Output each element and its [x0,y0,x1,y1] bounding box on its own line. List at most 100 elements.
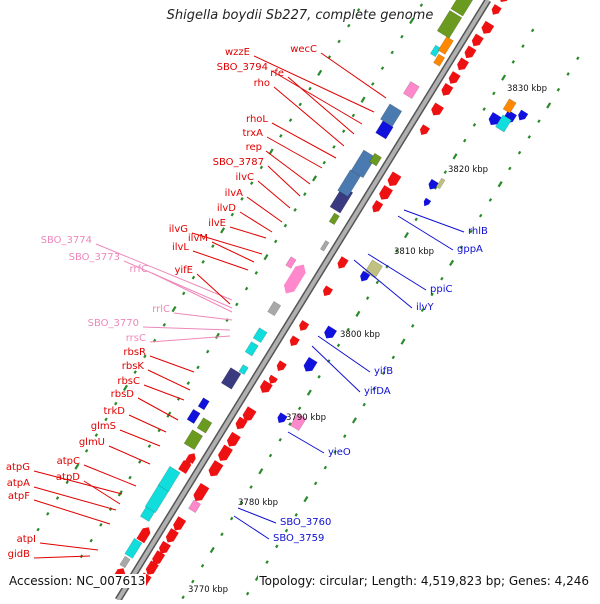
gene-label-left[interactable]: SBO_3774 [41,235,92,246]
gene-label-left[interactable]: yifE [174,265,193,276]
gene-feature[interactable] [178,457,193,474]
gene-arrow-reverse[interactable] [455,57,469,73]
gene-box[interactable] [502,98,517,114]
gene-box[interactable] [197,397,210,411]
gene-feature[interactable] [119,555,131,569]
gene-feature[interactable] [479,20,495,36]
gene-feature[interactable] [297,320,310,333]
gene-label-left[interactable]: ilvD [217,203,236,214]
gene-feature[interactable] [328,212,340,225]
gene-arrow-reverse[interactable] [157,540,171,556]
gene-feature[interactable] [426,178,439,192]
gene-box[interactable] [433,53,446,67]
gene-label-left[interactable]: atpC [57,456,80,467]
gene-box[interactable] [375,120,394,140]
gene-label-left[interactable]: rbsD [111,389,135,400]
gene-feature[interactable] [275,360,287,373]
gene-arrow-reverse[interactable] [370,200,384,214]
gene-feature[interactable] [238,364,249,375]
gene-arrow-forward[interactable] [178,457,193,474]
gene-box[interactable] [437,36,454,55]
gene-arrow-reverse[interactable] [275,360,287,373]
gene-arrow-reverse[interactable] [358,270,371,284]
gene-label-left[interactable]: glmS [91,421,116,432]
gene-feature[interactable] [447,71,461,86]
gene-feature[interactable] [124,538,143,559]
gene-box[interactable] [380,103,403,127]
gene-feature[interactable] [502,98,517,114]
gene-label-left[interactable]: rbsK [122,361,145,372]
gene-box[interactable] [364,259,383,279]
gene-label-right[interactable]: rhlB [468,226,488,237]
gene-feature[interactable] [380,103,403,127]
gene-feature[interactable] [418,124,430,137]
gene-feature[interactable] [191,483,210,504]
gene-feature[interactable] [436,10,463,39]
gene-feature[interactable] [450,0,476,17]
gene-feature[interactable] [455,57,469,73]
gene-feature[interactable] [436,177,446,190]
gene-arrow-reverse[interactable] [490,4,502,17]
gene-feature[interactable] [196,417,213,434]
gene-box[interactable] [320,240,330,252]
gene-feature[interactable] [497,0,511,4]
gene-label-left[interactable]: ilvM [188,233,208,244]
gene-feature[interactable] [320,240,330,252]
gene-feature[interactable] [252,327,268,344]
gene-feature[interactable] [157,540,171,556]
gene-feature[interactable] [216,444,233,464]
gene-feature[interactable] [462,45,477,61]
gene-arrow-reverse[interactable] [487,112,502,127]
gene-feature[interactable] [322,325,337,341]
gene-box[interactable] [183,429,204,451]
gene-label-left[interactable]: glmU [79,437,105,448]
gene-label-left[interactable]: SBO_3787 [213,157,264,168]
gene-label-left[interactable]: SBO_3794 [217,62,268,73]
gene-feature[interactable] [302,357,318,374]
gene-arrow-reverse[interactable] [422,197,432,208]
gene-feature[interactable] [369,152,382,167]
gene-label-right[interactable]: yifDA [364,386,391,397]
gene-feature[interactable] [377,185,393,202]
gene-feature[interactable] [439,83,454,98]
gene-box[interactable] [267,301,282,317]
gene-box[interactable] [124,538,143,559]
gene-label-left[interactable]: ilvL [172,242,189,253]
gene-label-right[interactable]: yifB [374,366,393,377]
gene-feature[interactable] [281,261,309,296]
gene-arrow-reverse[interactable] [164,528,179,545]
gene-feature[interactable] [171,516,187,533]
gene-box[interactable] [403,81,420,100]
gene-label-left[interactable]: ilvA [225,188,243,199]
gene-feature[interactable] [185,451,198,464]
gene-label-right[interactable]: ilvY [416,302,434,313]
gene-feature[interactable] [490,4,502,17]
gene-box[interactable] [369,152,382,167]
gene-label-left[interactable]: rep [246,142,262,153]
gene-box[interactable] [436,177,446,190]
gene-arrow-reverse[interactable] [216,444,233,464]
gene-arrow-reverse[interactable] [275,412,288,425]
gene-label-left[interactable]: ilvE [208,218,226,229]
gene-feature[interactable] [358,270,371,284]
gene-box[interactable] [119,555,131,569]
gene-feature[interactable] [337,169,361,198]
gene-box[interactable] [196,417,213,434]
gene-box[interactable] [244,341,259,357]
gene-arrow-reverse[interactable] [191,483,210,504]
gene-box[interactable] [337,169,361,198]
gene-label-right[interactable]: SBO_3760 [280,517,331,528]
gene-box[interactable] [495,114,512,133]
gene-arrow-reverse[interactable] [497,0,511,4]
gene-feature[interactable] [288,335,300,348]
gene-feature[interactable] [516,109,529,123]
gene-arrow-reverse[interactable] [516,109,529,123]
gene-arrow-reverse[interactable] [322,325,337,341]
gene-label-left[interactable]: rrlC [152,304,170,315]
gene-arrow-reverse[interactable] [377,185,393,202]
gene-label-right[interactable]: yieO [328,447,351,458]
gene-feature[interactable] [495,114,512,133]
gene-feature[interactable] [433,53,446,67]
gene-feature[interactable] [183,429,204,451]
gene-label-left[interactable]: rbsR [123,347,146,358]
